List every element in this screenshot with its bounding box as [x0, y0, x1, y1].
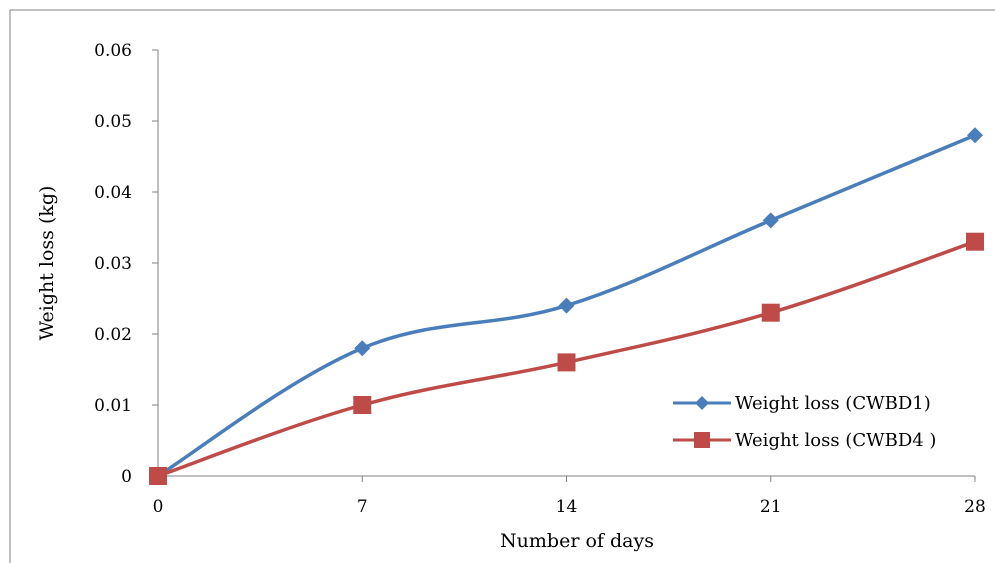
chart-frame: [9, 9, 995, 563]
x-axis-title: Number of days: [500, 530, 654, 552]
axes: [152, 49, 976, 482]
y-tick-label: 0.01: [94, 396, 132, 416]
data-point-cwbd4: [966, 232, 984, 251]
legend-label-cwbd1: Weight loss (CWBD1): [735, 393, 931, 414]
y-tick-label: 0: [121, 467, 132, 487]
data-point-cwbd4: [761, 303, 780, 322]
y-tick-labels: 0 0.01 0.02 0.03 0.04 0.05 0.06: [94, 41, 132, 487]
data-point-cwbd4: [557, 353, 576, 372]
data-point-cwbd4: [149, 467, 167, 485]
data-point-cwbd1: [967, 127, 983, 144]
x-tick-labels: 0 7 14 21 28: [153, 497, 986, 517]
chart-border: [9, 9, 995, 563]
x-tick-label: 14: [556, 497, 578, 517]
data-point-cwbd4: [353, 396, 372, 414]
y-tick-label: 0.04: [94, 183, 132, 203]
y-tick-label: 0.02: [94, 325, 132, 345]
data-point-cwbd1: [354, 340, 371, 357]
x-tick-label: 28: [964, 497, 986, 517]
legend-marker-cwbd1: [695, 396, 709, 410]
y-tick-label: 0.06: [94, 41, 132, 61]
x-tick-label: 21: [760, 497, 782, 517]
series-markers: [149, 127, 984, 485]
legend: Weight loss (CWBD1) Weight loss (CWBD4 ): [673, 393, 936, 451]
y-tick-label: 0.05: [94, 112, 132, 132]
x-tick-label: 7: [357, 497, 368, 517]
legend-marker-cwbd4: [694, 432, 710, 448]
x-tick-label: 0: [153, 497, 164, 517]
y-tick-label: 0.03: [94, 254, 132, 274]
data-point-cwbd1: [558, 297, 575, 314]
y-axis-title: Weight loss (kg): [36, 186, 58, 341]
data-point-cwbd1: [762, 212, 779, 229]
legend-label-cwbd4: Weight loss (CWBD4 ): [735, 430, 936, 451]
